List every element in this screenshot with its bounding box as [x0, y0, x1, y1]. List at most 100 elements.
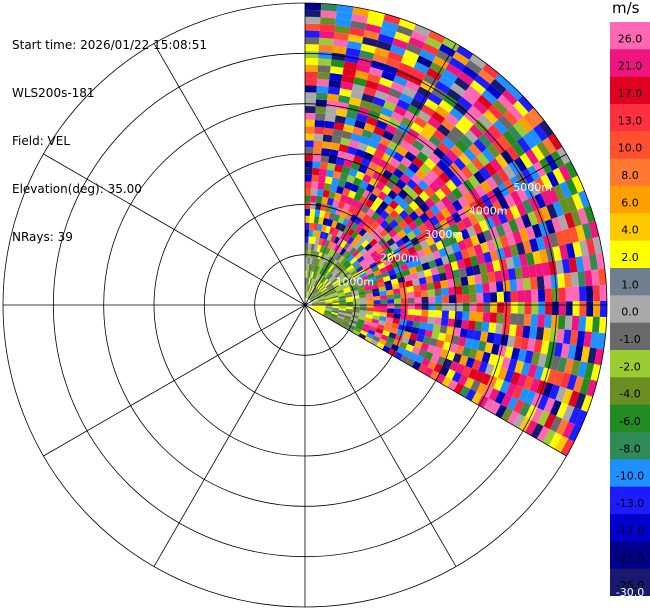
range-gate — [335, 253, 343, 262]
range-gate — [322, 278, 329, 285]
range-gate — [570, 210, 582, 227]
range-gate — [462, 179, 475, 192]
range-gate — [308, 293, 314, 300]
range-gate — [407, 338, 417, 347]
range-gate — [321, 196, 329, 205]
range-gate — [373, 269, 382, 277]
range-gate — [316, 273, 321, 281]
range-gate — [314, 119, 325, 128]
range-gate — [322, 314, 330, 319]
range-gate — [325, 301, 333, 304]
range-gate — [433, 176, 446, 189]
range-gate — [395, 238, 405, 248]
range-gate — [438, 171, 451, 184]
range-gate — [497, 367, 508, 381]
range-gate — [347, 190, 357, 199]
range-gate — [542, 327, 551, 342]
range-gate — [354, 225, 363, 234]
range-gate — [416, 151, 429, 164]
range-gate — [324, 270, 330, 278]
range-gate — [454, 76, 470, 91]
range-gate — [332, 279, 339, 286]
range-gate — [363, 320, 372, 326]
range-gate — [404, 205, 415, 216]
range-gate — [310, 296, 317, 302]
range-gate — [474, 370, 485, 383]
colorbar-segment — [610, 568, 650, 596]
range-gate — [305, 229, 310, 237]
range-gate — [471, 359, 482, 371]
range-gate — [336, 101, 349, 111]
range-gate — [551, 287, 559, 302]
range-gate — [306, 291, 310, 299]
range-gate — [348, 281, 356, 287]
range-gate — [341, 130, 353, 140]
range-gate — [545, 247, 556, 263]
range-gate — [506, 396, 519, 411]
range-gate — [469, 311, 477, 322]
range-gate — [311, 236, 317, 245]
nrays-label: NRays: 39 — [12, 230, 73, 244]
range-gate — [338, 310, 346, 314]
range-gate — [370, 211, 380, 221]
range-gate — [512, 385, 524, 400]
range-gate — [377, 237, 387, 247]
range-gate — [507, 105, 524, 122]
range-gate — [401, 249, 411, 258]
range-gate — [384, 146, 397, 158]
colorbar-segment — [610, 268, 650, 296]
range-gate — [424, 98, 439, 112]
range-gate — [537, 288, 546, 302]
colorbar-segment — [610, 322, 650, 351]
range-gate — [400, 308, 408, 315]
range-gate — [513, 413, 526, 429]
range-gate — [327, 241, 334, 249]
range-gate — [332, 306, 340, 309]
range-gate — [406, 314, 415, 322]
range-gate — [574, 345, 584, 362]
range-gate — [328, 212, 336, 221]
range-gate — [311, 305, 319, 307]
range-gate — [466, 161, 479, 175]
range-gate — [374, 233, 383, 243]
range-gate — [306, 277, 308, 285]
colorbar-tick-label: 10.0 — [618, 142, 643, 155]
range-gate — [438, 43, 456, 58]
range-gate — [354, 278, 363, 285]
range-gate — [446, 191, 458, 204]
range-gate — [546, 203, 558, 220]
range-gate — [504, 346, 514, 359]
range-gate — [465, 388, 477, 402]
range-gate — [385, 317, 394, 323]
range-gate — [372, 335, 381, 343]
range-gate — [467, 174, 481, 189]
range-gate — [514, 360, 525, 374]
range-gate — [478, 263, 488, 275]
colorbar-segment — [610, 22, 650, 50]
range-gate — [380, 303, 388, 309]
range-gate — [312, 229, 318, 238]
range-gate — [324, 311, 332, 315]
range-gate — [404, 151, 417, 163]
range-gate — [349, 247, 357, 255]
range-gate — [360, 275, 369, 282]
range-gate — [438, 75, 455, 89]
range-gate — [427, 116, 442, 130]
range-gate — [469, 124, 484, 139]
range-gate — [476, 302, 484, 313]
range-gate — [362, 323, 371, 330]
range-gate — [569, 330, 579, 346]
range-gate — [325, 272, 332, 279]
range-gate — [381, 70, 396, 82]
range-gate — [318, 175, 326, 184]
range-gate — [565, 178, 579, 196]
range-gate — [561, 258, 571, 274]
range-gate — [393, 75, 408, 87]
range-gate — [441, 118, 455, 132]
range-gate — [329, 184, 338, 193]
range-gate — [366, 208, 376, 218]
colorbar-tick-label: -2.0 — [619, 360, 640, 373]
range-gate — [364, 317, 373, 323]
range-gate — [413, 284, 421, 292]
range-gate — [366, 73, 382, 84]
